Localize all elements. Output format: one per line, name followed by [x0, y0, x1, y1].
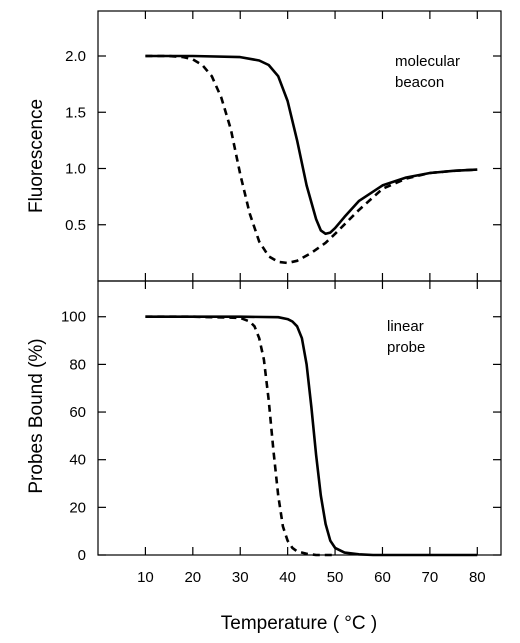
top-panel-series [145, 54, 478, 265]
bottom-y-tick-label: 60 [69, 404, 86, 421]
x-tick-label: 60 [374, 569, 391, 586]
top-panel: 0.5 1.0 1.5 2.0 molecular beacon Fluorescen… [26, 10, 502, 282]
bottom-y-axis-title: Probes Bound (%) [26, 338, 47, 493]
x-tick-label: 80 [469, 569, 486, 586]
top-y-axis-title: Fluorescence [26, 99, 47, 213]
x-axis-title: Temperature ( °C ) [221, 613, 377, 634]
bottom-annotation-line2: probe [387, 339, 425, 356]
bottom-y-tick-label: 0 [78, 547, 86, 564]
top-series-solid-line [145, 54, 478, 236]
top-y-tick-label: 1.0 [65, 161, 86, 178]
bottom-panel-frame [97, 280, 502, 556]
bottom-annotation-line1: linear [387, 318, 424, 335]
bottom-panel-series [145, 315, 478, 557]
x-tick-label: 20 [184, 569, 201, 586]
bottom-panel: 0 20 40 60 80 100 10 20 30 40 50 60 70 80 linear prob… [26, 280, 502, 586]
bottom-y-tick-label: 40 [69, 452, 86, 469]
x-tick-label: 70 [422, 569, 439, 586]
top-y-tick-label: 2.0 [65, 48, 86, 65]
bottom-y-tick-label: 80 [69, 356, 86, 373]
top-y-tick-label: 1.5 [65, 104, 86, 121]
x-tick-label: 30 [232, 569, 249, 586]
bottom-series-dashed-line [145, 315, 336, 557]
x-tick-label: 10 [137, 569, 154, 586]
top-y-tick-label: 0.5 [65, 217, 86, 234]
bottom-panel-ticks: 0 20 40 60 80 100 10 20 30 40 50 60 70 80 [61, 281, 501, 586]
bottom-y-tick-label: 100 [61, 309, 86, 326]
x-tick-label: 50 [327, 569, 344, 586]
top-panel-ticks: 0.5 1.0 1.5 2.0 [65, 11, 501, 281]
top-annotation-line1: molecular [395, 53, 460, 70]
x-tick-label: 40 [279, 569, 296, 586]
bottom-series-solid-line [145, 315, 478, 557]
top-annotation-line2: beacon [395, 74, 444, 91]
bottom-y-tick-label: 20 [69, 499, 86, 516]
top-series-dashed-line [145, 54, 478, 265]
